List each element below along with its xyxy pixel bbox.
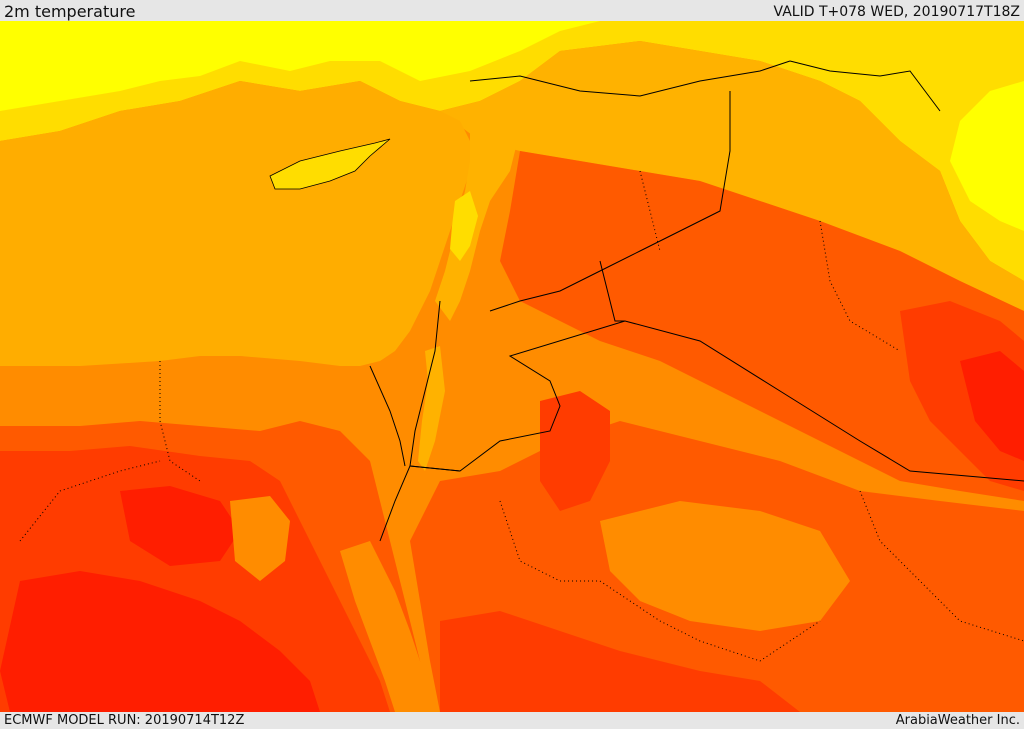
temperature-map [0,21,1024,712]
saudi-red-spot [540,391,610,511]
header-bar: 2m temperature VALID T+078 WED, 20190717… [0,0,1024,21]
map-title: 2m temperature [4,2,136,21]
iraq-dark-orange [500,151,1024,501]
jordan-valley-light [418,346,445,471]
country-borders [369,60,1024,542]
iraq-red [900,301,1024,491]
turkey-light-orange [440,41,1024,311]
egypt-red-spot [120,486,240,566]
footer-bar: ECMWF MODEL RUN: 20190714T12Z ArabiaWeat… [0,712,1024,729]
lebanon-yellow [450,191,478,261]
credit-label: ArabiaWeather Inc. [895,713,1020,728]
egypt-red-core [0,571,320,712]
province-borders [19,170,1024,662]
valid-time-label: VALID T+078 WED, 20190717T18Z [773,4,1020,20]
ne-yellow-core [950,81,1024,231]
cyprus [269,138,391,190]
model-run-label: ECMWF MODEL RUN: 20190714T12Z [4,713,245,728]
iraq-red-core [960,351,1024,461]
saudi-red-south [440,611,800,712]
saudi-orange-plateau [600,501,850,631]
egypt-warm-spot [230,496,290,581]
egypt-coast-orange [0,356,390,431]
red-sea [340,541,440,712]
turkey-yellow-core [0,21,600,111]
